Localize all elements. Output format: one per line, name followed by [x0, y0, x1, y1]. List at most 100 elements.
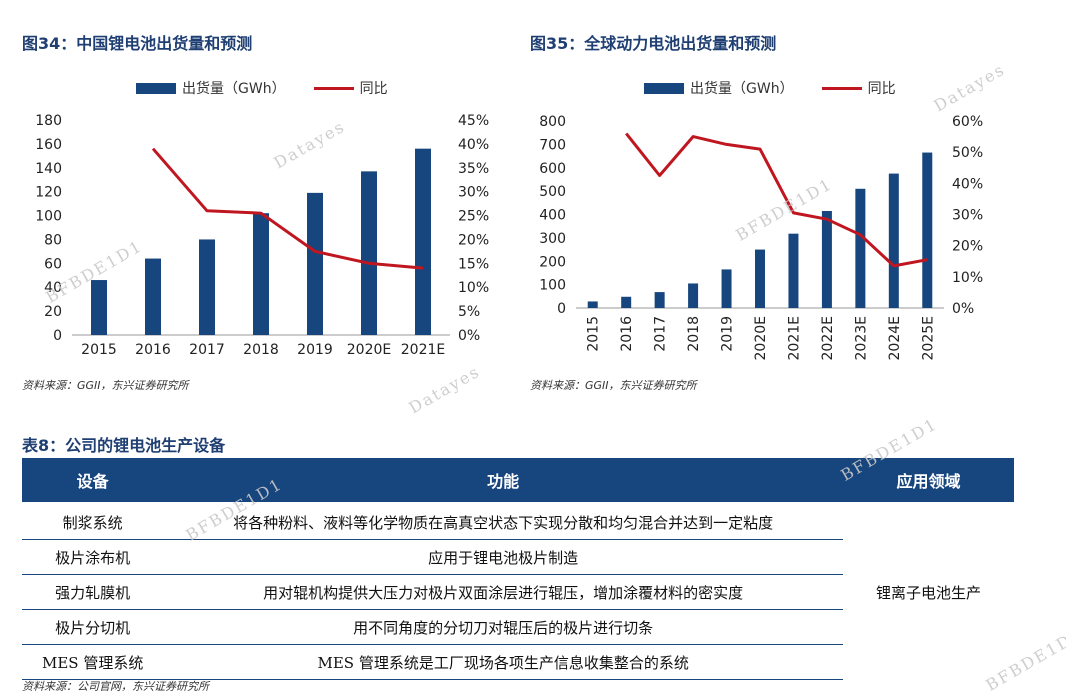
y2-tick-label: 20%: [458, 232, 489, 248]
legend-bar-item: 出货量（GWh）: [644, 78, 794, 98]
y-tick-label: 120: [35, 185, 62, 201]
global-power-battery-chart: 0 100 200 300 400 500 600 700 800 0% 10% 20% 30% 40% 5…: [539, 114, 983, 360]
bar: [755, 249, 765, 308]
function-cell: 应用于锂电池极片制造: [163, 539, 844, 575]
x-tick-label: 2024E: [887, 316, 903, 360]
legend-bar-item: 出货量（GWh）: [136, 78, 286, 98]
y-tick-label: 20: [44, 304, 62, 320]
y2-tick-label: 0%: [458, 328, 480, 344]
table-row: MES 管理系统 MES 管理系统是工厂现场各项生产信息收集整合的系统: [22, 644, 1014, 680]
china-lithium-battery-chart: 0 20 40 60 80 100 120 140 160 180 0% 5% 10% 15% 20% 25%…: [35, 113, 489, 358]
bar: [654, 292, 665, 308]
x-tick-label: 2015: [81, 342, 117, 358]
y2-tick-label: 40%: [458, 137, 489, 153]
yoy-line: [151, 147, 424, 270]
bar: [361, 171, 377, 335]
legend-line-label: 同比: [867, 81, 896, 97]
bar: [721, 269, 732, 308]
header-function: 功能: [163, 458, 844, 505]
function-cell: 将各种粉料、液料等化学物质在高真空状态下实现分散和均匀混合并达到一定粘度: [163, 503, 844, 540]
figure-35-title: 图35：全球动力电池出货量和预测: [530, 34, 777, 53]
legend-line-item: 同比: [313, 78, 388, 98]
y2-tick-label: 50%: [952, 145, 983, 161]
bar: [621, 296, 632, 308]
legend-line-swatch: [313, 86, 354, 90]
function-cell: MES 管理系统是工厂现场各项生产信息收集整合的系统: [163, 644, 844, 680]
equipment-table: 设备 功能 应用领域 制浆系统 将各种粉料、液料等化学物质在高真空状态下实现分散…: [22, 458, 1014, 680]
y-tick-label: 600: [539, 161, 566, 177]
y-tick-label: 40: [44, 280, 62, 296]
y-tick-label: 300: [539, 231, 566, 247]
y-tick-label: 400: [539, 208, 566, 224]
y2-tick-label: 30%: [952, 208, 983, 224]
y-tick-label: 200: [539, 254, 566, 270]
x-tick-label: 2022E: [820, 316, 836, 360]
y2-tick-label: 25%: [458, 209, 489, 225]
function-cell: 用对辊机构提供大压力对极片双面涂层进行辊压，增加涂覆材料的密实度: [163, 574, 844, 610]
device-cell: 极片分切机: [22, 609, 164, 645]
table-row: 极片分切机 用不同角度的分切刀对辊压后的极片进行切条: [22, 609, 1014, 645]
y-tick-label: 180: [35, 113, 62, 129]
bar: [855, 188, 866, 308]
bar: [91, 280, 107, 335]
y2-tick-label: 40%: [952, 176, 983, 192]
legend-bar-label: 出货量（GWh）: [690, 81, 794, 97]
x-tick-label: 2017: [653, 316, 669, 352]
figure-34-source: 资料来源：GGII，东兴证券研究所: [22, 379, 189, 392]
y2-tick-label: 15%: [458, 256, 489, 272]
bar: [199, 239, 215, 335]
bar: [145, 258, 161, 335]
legend-line-item: 同比: [821, 78, 896, 98]
x-tick-label: 2016: [135, 342, 171, 358]
y-tick-label: 60: [44, 256, 62, 272]
table-8-source: 资料来源：公司官网，东兴证券研究所: [22, 680, 209, 693]
y-tick-label: 80: [44, 232, 62, 248]
table-8-title: 表8：公司的锂电池生产设备: [22, 436, 226, 455]
legend-line-swatch: [821, 86, 862, 90]
x-tick-label: 2023E: [853, 316, 869, 360]
x-tick-label: 2019: [720, 316, 736, 352]
function-cell: 用不同角度的分切刀对辊压后的极片进行切条: [163, 609, 844, 645]
x-tick-label: 2021E: [401, 342, 445, 358]
y2-tick-label: 35%: [458, 161, 489, 177]
device-cell: 极片涂布机: [22, 539, 164, 575]
application-cell: 锂离子电池生产: [876, 583, 982, 602]
bar: [788, 233, 799, 308]
y-tick-label: 100: [35, 209, 62, 225]
bar: [888, 173, 899, 308]
device-cell: 强力轧膜机: [22, 574, 164, 610]
bar: [253, 213, 269, 335]
figure-34-title: 图34：中国锂电池出货量和预测: [22, 34, 253, 53]
x-tick-label: 2020E: [753, 316, 769, 360]
y-tick-label: 800: [539, 114, 566, 130]
device-cell: 制浆系统: [22, 503, 164, 540]
y2-tick-label: 45%: [458, 113, 489, 129]
x-tick-label: 2018: [243, 342, 279, 358]
figure-35-source: 资料来源：GGII，东兴证券研究所: [530, 379, 697, 392]
x-tick-label: 2020E: [347, 342, 391, 358]
y-tick-label: 0: [557, 301, 566, 317]
y2-tick-label: 20%: [952, 239, 983, 255]
x-tick-label: 2015: [586, 316, 602, 352]
y-tick-label: 700: [539, 137, 566, 153]
x-tick-label: 2018: [686, 316, 702, 352]
y2-tick-label: 10%: [458, 280, 489, 296]
y2-tick-label: 10%: [952, 270, 983, 286]
figure-35-legend: 出货量（GWh） 同比: [644, 78, 924, 98]
y-tick-label: 0: [53, 328, 62, 344]
x-tick-label: 2025E: [920, 316, 936, 360]
bar: [922, 152, 933, 308]
x-tick-label: 2019: [297, 342, 333, 358]
legend-bar-swatch: [644, 82, 684, 94]
y-tick-label: 100: [539, 278, 566, 294]
y2-tick-label: 60%: [952, 114, 983, 130]
bar: [415, 148, 431, 335]
yoy-line: [625, 132, 928, 268]
x-tick-label: 2016: [619, 316, 635, 352]
header-device: 设备: [22, 458, 164, 505]
y2-tick-label: 30%: [458, 185, 489, 201]
table-row: 强力轧膜机 用对辊机构提供大压力对极片双面涂层进行辊压，增加涂覆材料的密实度: [22, 574, 1014, 610]
y-tick-label: 160: [35, 137, 62, 153]
y-tick-label: 140: [35, 161, 62, 177]
table-row: 制浆系统 将各种粉料、液料等化学物质在高真空状态下实现分散和均匀混合并达到一定粘…: [22, 503, 1014, 602]
